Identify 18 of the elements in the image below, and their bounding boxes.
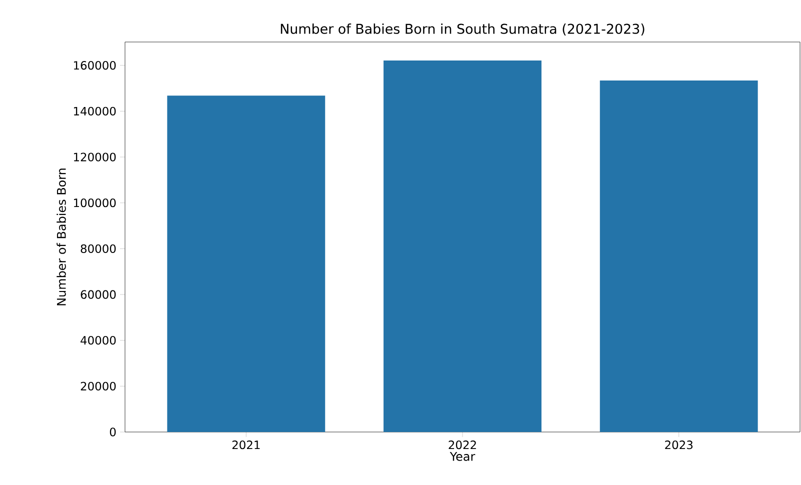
x-axis-title: Year [450,452,476,461]
x-tick-label: 2023 [665,440,693,450]
y-tick-label: 80000 [80,244,116,254]
y-tick-label: 40000 [80,336,116,345]
y-tick-label: 120000 [74,152,116,162]
bar [384,60,542,432]
y-tick-label: 0 [110,428,116,436]
bar [167,96,326,432]
y-tick-label: 60000 [80,290,116,299]
y-tick-label: 100000 [74,198,116,208]
bar [600,80,758,432]
y-tick-label: 20000 [80,382,116,390]
chart-title: Number of Babies Born in South Sumatra (2021-2023) [280,24,644,36]
y-tick-label: 140000 [74,106,116,116]
y-tick-label: 160000 [74,61,116,70]
x-tick-label: 2022 [448,440,476,450]
y-axis-title: Number of Babies Born [56,168,66,306]
x-tick-label: 2021 [232,440,260,450]
